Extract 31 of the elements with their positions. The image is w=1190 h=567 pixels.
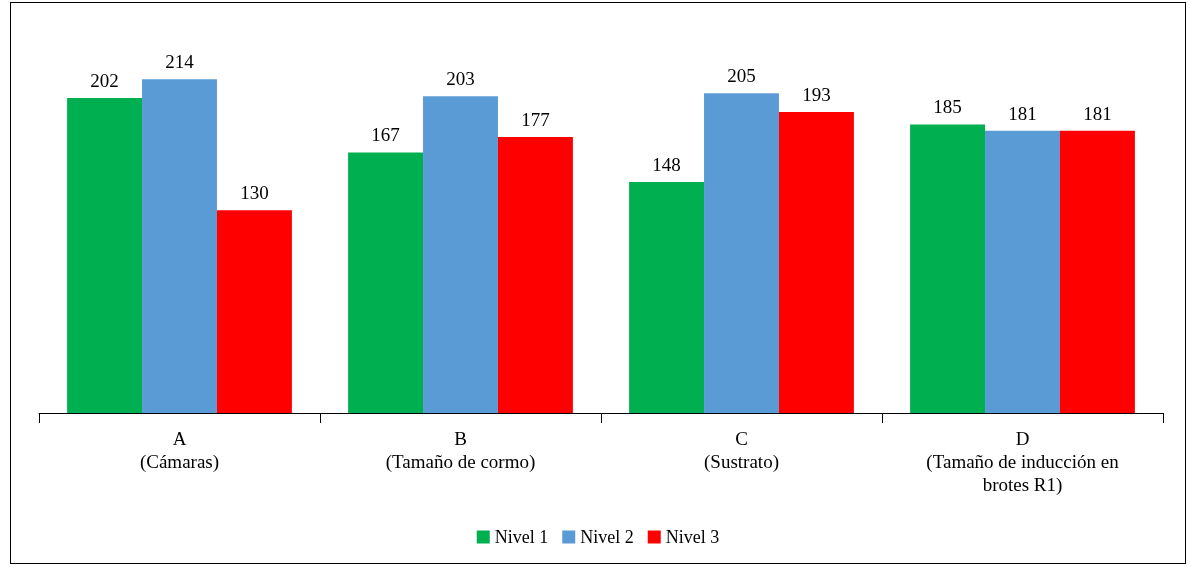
bar: [1059, 130, 1135, 413]
data-label: 167: [371, 124, 400, 146]
bar: [497, 136, 573, 413]
data-label: 177: [521, 108, 550, 130]
bar: [985, 130, 1060, 413]
data-label: 181: [1008, 102, 1037, 124]
data-label: 203: [446, 68, 475, 90]
x-tick-label: B (Tamaño de cormo): [385, 428, 536, 473]
data-label: 214: [165, 51, 195, 73]
bar: [67, 97, 143, 413]
bar: [704, 93, 779, 413]
x-tick-label: D (Tamaño de inducción en brotes R1): [926, 428, 1120, 496]
data-label: 202: [90, 69, 119, 91]
x-tick-label: C (Sustrato): [704, 428, 779, 473]
legend-label: Nivel 2: [580, 527, 634, 547]
bar: [216, 210, 292, 413]
legend-label: Nivel 3: [665, 527, 720, 547]
data-label: 181: [1083, 102, 1112, 124]
bar: [348, 152, 424, 413]
bar: [142, 79, 217, 413]
legend-label: Nivel 1: [494, 527, 549, 547]
bar: [629, 182, 705, 413]
bar: [778, 111, 854, 413]
x-tick-label: A (Cámaras): [139, 428, 220, 473]
bar: [910, 124, 986, 413]
data-label: 185: [933, 96, 962, 118]
bar: [423, 96, 498, 413]
data-label: 130: [240, 182, 269, 204]
data-label: 205: [727, 65, 756, 87]
data-label: 193: [802, 83, 831, 105]
data-label: 148: [652, 154, 681, 176]
